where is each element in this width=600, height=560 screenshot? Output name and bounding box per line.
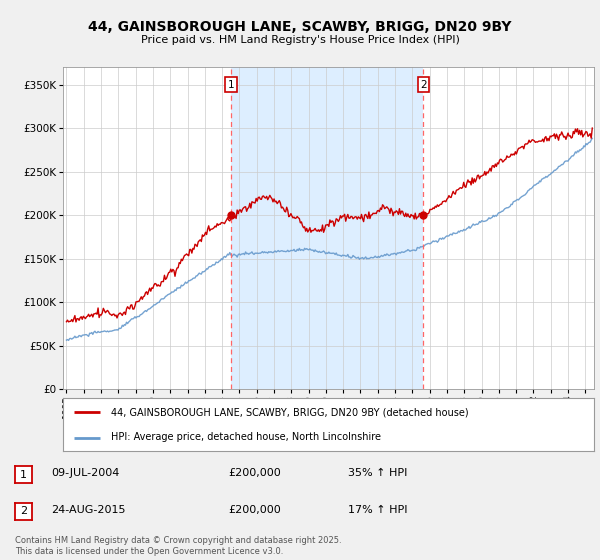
Text: HPI: Average price, detached house, North Lincolnshire: HPI: Average price, detached house, Nort… — [111, 432, 381, 442]
Text: 2: 2 — [20, 506, 27, 516]
Text: 09-JUL-2004: 09-JUL-2004 — [51, 468, 119, 478]
Text: 35% ↑ HPI: 35% ↑ HPI — [348, 468, 407, 478]
Text: 24-AUG-2015: 24-AUG-2015 — [51, 505, 125, 515]
Text: 1: 1 — [20, 470, 27, 480]
Text: 17% ↑ HPI: 17% ↑ HPI — [348, 505, 407, 515]
Text: £200,000: £200,000 — [228, 468, 281, 478]
Text: Contains HM Land Registry data © Crown copyright and database right 2025.
This d: Contains HM Land Registry data © Crown c… — [15, 536, 341, 556]
Text: Price paid vs. HM Land Registry's House Price Index (HPI): Price paid vs. HM Land Registry's House … — [140, 35, 460, 45]
Text: 44, GAINSBOROUGH LANE, SCAWBY, BRIGG, DN20 9BY: 44, GAINSBOROUGH LANE, SCAWBY, BRIGG, DN… — [88, 20, 512, 34]
Text: 2: 2 — [420, 80, 427, 90]
Text: 1: 1 — [228, 80, 235, 90]
Text: 44, GAINSBOROUGH LANE, SCAWBY, BRIGG, DN20 9BY (detached house): 44, GAINSBOROUGH LANE, SCAWBY, BRIGG, DN… — [111, 408, 469, 418]
Bar — [231, 67, 424, 389]
Text: £200,000: £200,000 — [228, 505, 281, 515]
